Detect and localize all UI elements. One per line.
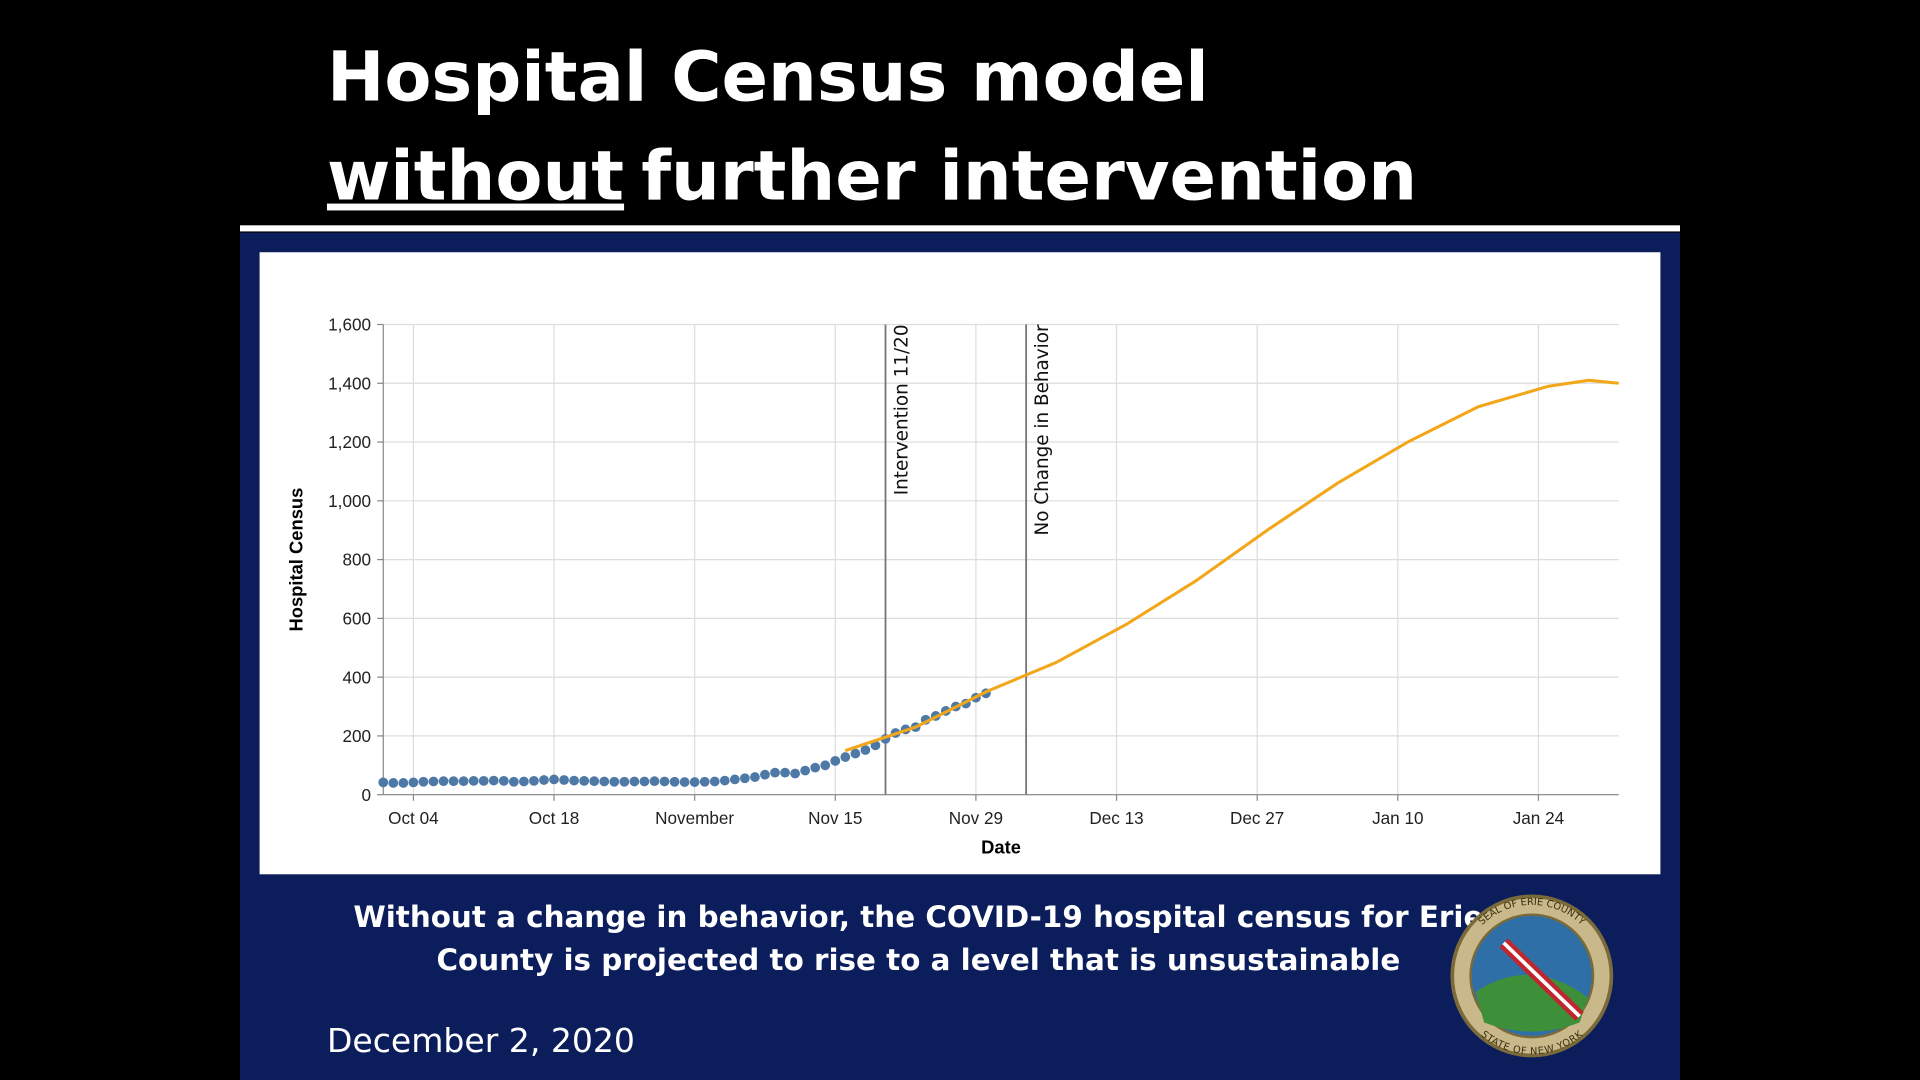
y-tick-label: 0 bbox=[361, 785, 371, 805]
annotation-label: No Change in Behavior bbox=[1032, 324, 1053, 535]
data-point bbox=[639, 776, 650, 787]
y-tick-label: 200 bbox=[342, 726, 371, 746]
seal: SEAL OF ERIE COUNTY STATE OF NEW YORK bbox=[1450, 894, 1614, 1057]
data-point bbox=[529, 775, 539, 786]
chart-panel bbox=[259, 252, 1661, 875]
title-line: Hospital Census model bbox=[327, 37, 1209, 117]
data-point bbox=[549, 774, 559, 785]
x-tick-label: November bbox=[655, 808, 734, 828]
data-point bbox=[609, 776, 620, 787]
data-point bbox=[850, 748, 861, 759]
title-line: without further intervention bbox=[327, 137, 1417, 217]
data-point bbox=[579, 775, 590, 786]
data-point bbox=[539, 775, 549, 785]
data-point bbox=[840, 752, 851, 762]
chart: 0 200 400 600 800 1,000 1,200 1,400 1,600 Oct 04 O… bbox=[285, 315, 1619, 857]
data-point bbox=[800, 765, 811, 776]
data-point bbox=[448, 776, 459, 787]
x-tick-label: Jan 24 bbox=[1513, 808, 1565, 828]
data-point bbox=[438, 776, 449, 787]
data-point bbox=[679, 777, 690, 787]
data-point bbox=[629, 776, 640, 787]
data-point bbox=[418, 776, 429, 787]
title-rest: further intervention bbox=[641, 137, 1417, 217]
data-point bbox=[810, 762, 821, 773]
y-tick-label: 1,200 bbox=[328, 432, 371, 452]
data-point bbox=[659, 776, 670, 787]
data-point bbox=[760, 769, 770, 780]
data-point bbox=[699, 776, 710, 787]
x-tick-label: Dec 13 bbox=[1089, 808, 1143, 828]
data-point bbox=[729, 774, 740, 785]
annotation-label: Intervention 11/20 bbox=[892, 324, 913, 495]
data-point bbox=[458, 776, 469, 787]
data-point bbox=[790, 768, 800, 779]
data-point bbox=[860, 745, 871, 755]
data-point bbox=[468, 775, 479, 786]
x-tick-label: Oct 04 bbox=[388, 808, 439, 828]
data-point bbox=[780, 767, 790, 778]
y-tick-label: 1,000 bbox=[328, 491, 371, 511]
data-point bbox=[559, 775, 569, 785]
data-point bbox=[689, 777, 700, 787]
data-point bbox=[649, 776, 660, 787]
y-tick-label: 800 bbox=[342, 550, 371, 570]
data-point bbox=[750, 772, 760, 782]
x-tick-label: Jan 10 bbox=[1372, 808, 1423, 828]
x-axis-label: Date bbox=[981, 836, 1021, 857]
data-point bbox=[770, 767, 780, 778]
data-point bbox=[830, 756, 841, 766]
data-point bbox=[569, 775, 580, 786]
data-point bbox=[669, 776, 680, 787]
divider bbox=[240, 225, 1680, 232]
data-point bbox=[508, 776, 519, 787]
data-point bbox=[398, 778, 409, 788]
data-point bbox=[820, 760, 831, 771]
data-point bbox=[378, 777, 389, 788]
data-point bbox=[428, 776, 439, 787]
data-point bbox=[408, 777, 419, 788]
data-point bbox=[388, 778, 399, 788]
date: December 2, 2020 bbox=[327, 1021, 635, 1060]
data-point bbox=[739, 773, 750, 784]
data-point bbox=[518, 776, 529, 787]
data-point bbox=[599, 776, 610, 787]
series-line bbox=[844, 378, 1619, 753]
data-point bbox=[478, 775, 489, 786]
y-tick-label: 1,400 bbox=[328, 373, 371, 393]
y-tick-label: 1,600 bbox=[328, 315, 371, 335]
y-tick-label: 600 bbox=[342, 608, 371, 628]
y-tick-label: 400 bbox=[342, 667, 371, 687]
x-tick-label: Nov 15 bbox=[808, 808, 862, 828]
x-tick-label: Dec 27 bbox=[1230, 808, 1284, 828]
data-point bbox=[719, 775, 730, 786]
data-point bbox=[589, 776, 600, 787]
caption-line: Without a change in behavior, the COVID-… bbox=[353, 900, 1483, 934]
x-tick-label: Nov 29 bbox=[949, 808, 1003, 828]
y-axis-label: Hospital Census bbox=[285, 488, 306, 632]
data-point bbox=[619, 776, 630, 787]
data-point bbox=[709, 776, 720, 787]
x-tick-label: Oct 18 bbox=[529, 808, 579, 828]
data-point bbox=[498, 775, 509, 786]
data-point bbox=[488, 775, 499, 786]
title-emphasis: without bbox=[327, 137, 624, 217]
caption-line: County is projected to rise to a level t… bbox=[436, 943, 1400, 977]
